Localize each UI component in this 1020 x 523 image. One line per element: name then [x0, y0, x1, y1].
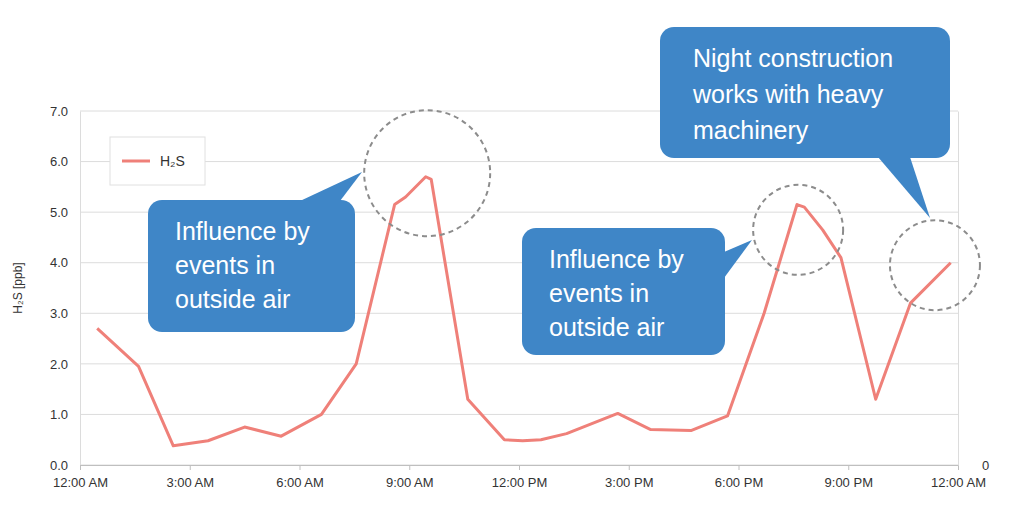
tick: 9:00 PM [825, 465, 873, 490]
tick-label: 6:00 AM [276, 475, 324, 490]
tick-label: 4.0 [50, 255, 68, 270]
tick: 5.0 [50, 205, 80, 220]
tick-label: 0.0 [50, 458, 68, 473]
annotation-text: outside air [549, 313, 664, 341]
annotation-text: Influence by [549, 245, 684, 273]
tick: 12:00 AM [931, 465, 986, 490]
annotation-circle [364, 110, 490, 236]
chart: 0.0 1.0 2.0 3.0 4.0 5.0 6.0 7.0 12:00 AM 3:00 AM 6… [0, 0, 1020, 523]
legend: H₂S [110, 137, 205, 185]
callout-pointer [300, 172, 362, 201]
callout-box [148, 200, 355, 332]
tick-mark [519, 465, 520, 470]
tick: 6:00 AM [276, 465, 324, 490]
tick: 12:00 PM [492, 465, 548, 490]
tick-label: 3:00 AM [166, 475, 214, 490]
tick-label: 3:00 PM [605, 475, 653, 490]
tick-label: 12:00 AM [931, 475, 986, 490]
legend-swatch [122, 160, 150, 163]
legend-box [110, 137, 205, 185]
annotation-text: events in [175, 251, 275, 279]
tick: 3:00 AM [166, 465, 214, 490]
tick-label: 5.0 [50, 205, 68, 220]
annotation-circle [753, 185, 843, 275]
tick-label: 6:00 PM [715, 475, 763, 490]
tick: 1.0 [50, 407, 80, 422]
tick: 6:00 PM [715, 465, 763, 490]
annotation-text: Night construction [693, 44, 893, 72]
annotation-text: works with heavy [692, 80, 884, 108]
tick: 3.0 [50, 306, 80, 321]
annotation-text: outside air [175, 285, 290, 313]
tick: 2.0 [50, 357, 80, 372]
plot-area: 0.0 1.0 2.0 3.0 4.0 5.0 6.0 7.0 12:00 AM 3:00 AM 6… [50, 104, 989, 491]
axis-title: H₂S [ppb] [11, 262, 25, 313]
tick: 0.0 [50, 458, 80, 473]
tick-mark [190, 465, 191, 470]
callout-pointer [724, 240, 752, 278]
tick-label: 12:00 PM [492, 475, 548, 490]
tick: 3:00 PM [605, 465, 653, 490]
tick-label: 12:00 AM [53, 475, 108, 490]
tick: 6.0 [50, 154, 80, 169]
axis-line [958, 112, 959, 466]
marks [97, 177, 950, 446]
y-axis: 0.0 1.0 2.0 3.0 4.0 5.0 6.0 7.0 [50, 104, 81, 473]
callout-box [660, 27, 950, 158]
tick: 0 [958, 458, 989, 473]
tick-label: 7.0 [50, 104, 68, 119]
tick-label: 0 [982, 458, 989, 473]
callout-box [522, 228, 725, 355]
annotations: Influence by events in outside air Influenc… [148, 27, 980, 355]
tick: 9:00 AM [386, 465, 434, 490]
tick-mark [848, 465, 849, 470]
y2-axis: 0 [958, 112, 989, 473]
annotation-text: events in [549, 279, 649, 307]
x-axis: 12:00 AM 3:00 AM 6:00 AM 9:00 AM 12:00 PM 3:0… [53, 465, 986, 490]
annotation-text: machinery [693, 116, 809, 144]
legend-label: H₂S [160, 153, 185, 169]
axis-line [80, 112, 81, 466]
annotation-text: Influence by [175, 217, 310, 245]
tick: 7.0 [50, 104, 80, 119]
grid-line [80, 161, 958, 162]
tick-label: 9:00 AM [386, 475, 434, 490]
tick-label: 2.0 [50, 357, 68, 372]
grid-line [80, 414, 958, 415]
tick-mark [958, 465, 959, 470]
grid [80, 111, 958, 465]
callout-pointer [878, 157, 930, 218]
tick-label: 6.0 [50, 154, 68, 169]
tick-mark [80, 465, 81, 470]
tick-label: 9:00 PM [825, 475, 873, 490]
tick: 12:00 AM [53, 465, 108, 490]
tick-mark [409, 465, 410, 470]
tick-mark [629, 465, 630, 470]
annotation-circle [890, 220, 980, 310]
tick-mark [300, 465, 301, 470]
line [97, 177, 950, 446]
grid-line [80, 363, 958, 364]
axis-line [81, 466, 959, 471]
tick-mark [739, 465, 740, 470]
tick-label: 3.0 [50, 306, 68, 321]
tick-label: 1.0 [50, 407, 68, 422]
tick: 4.0 [50, 255, 80, 270]
